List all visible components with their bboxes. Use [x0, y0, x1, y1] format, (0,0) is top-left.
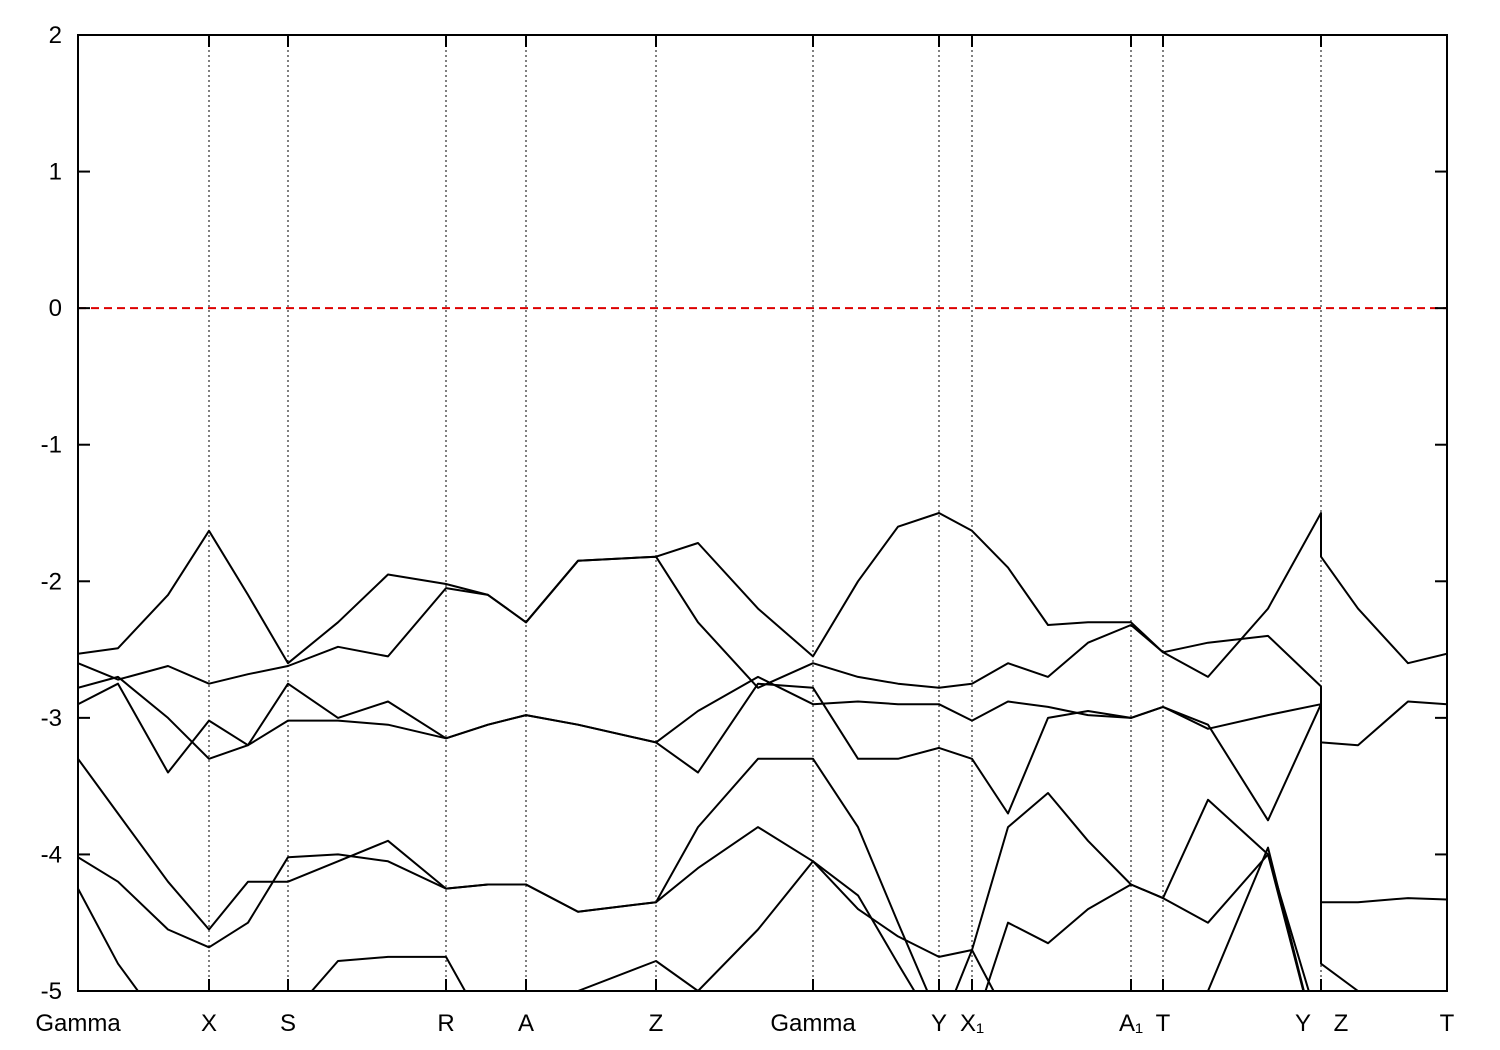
x-tick-label: T: [1156, 1010, 1171, 1037]
x-tick-label: S: [280, 1010, 296, 1037]
y-tick-label: 0: [49, 295, 62, 322]
grid: [77, 35, 1448, 991]
band-line: [78, 512, 1447, 678]
x-tick-label: R: [437, 1010, 454, 1037]
x-tick-label: X₁: [960, 1010, 984, 1037]
x-tick-label: Gamma: [770, 1010, 856, 1037]
x-tick-label: A₁: [1119, 1010, 1143, 1037]
y-tick-label: -2: [41, 568, 62, 595]
y-tick-label: 1: [49, 159, 62, 186]
y-tick-label: 2: [49, 22, 62, 49]
y-tick-label: -1: [41, 432, 62, 459]
band-line: [78, 758, 1310, 991]
plot-frame: [77, 34, 1448, 992]
y-tick-label: -4: [41, 841, 62, 868]
x-tick-label: Y: [931, 1010, 947, 1037]
x-tick-label: Z: [1334, 1010, 1349, 1037]
x-tick-label: Z: [649, 1010, 664, 1037]
band-line: [78, 675, 1360, 991]
band-line: [78, 675, 1447, 904]
y-tick-label: -3: [41, 705, 62, 732]
x-tick-label: A: [518, 1010, 534, 1037]
x-tick-label: Y: [1295, 1010, 1311, 1037]
band-line: [78, 757, 1305, 991]
bands: [78, 512, 1447, 991]
x-tick-label: X: [201, 1010, 217, 1037]
y-tick-label: -5: [41, 978, 62, 1005]
band-line: [78, 555, 1447, 747]
band-line: [78, 846, 1305, 991]
x-tick-label: T: [1440, 1010, 1455, 1037]
x-tick-label: Gamma: [35, 1010, 121, 1037]
